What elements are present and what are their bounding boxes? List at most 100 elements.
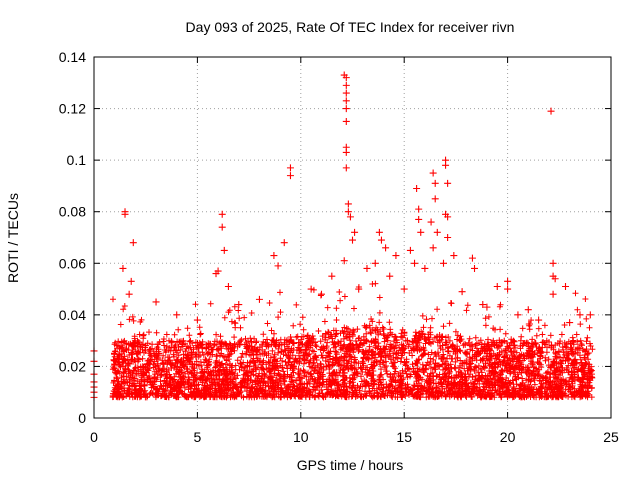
data-point [444,213,452,221]
y-tick-label: 0.12 [59,101,86,117]
data-point [504,285,512,293]
data-point [442,161,450,169]
data-point [392,252,400,260]
data-point [549,290,557,298]
data-point [218,223,226,231]
y-tick-label: 0.02 [59,358,86,374]
data-point [386,272,394,280]
data-point [429,244,437,252]
y-axis-title: ROTI / TECUs [5,193,21,283]
x-tick-label: 15 [396,429,412,445]
data-point [342,117,350,125]
axis-ticks: 0 5 10 15 20 25 0 0.02 0.04 0.06 0.08 0.1 0.12 0.14 [59,49,619,445]
data-point [129,239,137,247]
plot-frame [93,56,612,419]
data-point [127,277,135,285]
data-point [415,205,423,213]
data-point [121,210,129,218]
data-point [415,215,423,223]
data-point [212,270,220,278]
y-tick-label: 0.06 [59,255,86,271]
data-point [355,285,363,293]
y-tick-label: 0.04 [59,307,86,323]
data-point [218,210,226,218]
data-point [328,272,336,280]
y-tick-label: 0 [78,410,86,426]
data-band [109,280,596,401]
data-point [363,264,371,272]
data-point [411,259,419,267]
data-point [429,169,437,177]
data-point [504,277,512,285]
data-point [342,81,350,89]
data-point [586,311,594,319]
data-point [119,264,127,272]
data-point [224,282,232,290]
x-tick-label: 0 [90,429,98,445]
data-point [471,264,479,272]
data-point [450,252,458,260]
data-point [468,254,476,262]
data-point [427,218,435,226]
data-point [439,259,447,267]
data-point [406,246,414,254]
data-point [342,148,350,156]
data-point [193,316,201,324]
data-point [349,236,356,244]
data-point [433,228,441,236]
data-point [280,239,288,247]
data-point [344,200,352,208]
data-point [421,264,429,272]
data-point [286,164,294,172]
data-point [255,295,263,303]
data-point [342,105,350,113]
data-point [342,89,350,97]
data-point [547,107,555,115]
data-point [514,311,522,319]
data-point [562,282,570,290]
data-point [458,288,466,296]
data-point [307,285,315,293]
data-point [375,228,383,236]
data-point [551,275,559,283]
data-point [535,316,543,324]
data-point [125,290,133,298]
data-point [270,252,278,260]
x-tick-label: 5 [194,429,202,445]
data-point [444,234,452,241]
data-point [340,257,348,265]
data-point [493,282,501,290]
data-point [444,179,452,187]
x-tick-label: 10 [293,429,309,445]
data-point [417,228,425,236]
data-point [173,311,181,319]
data-point [274,262,282,270]
data-point [351,228,359,236]
x-tick-label: 25 [603,429,619,445]
data-point [342,74,350,82]
data-point [549,259,557,267]
y-tick-label: 0.14 [59,49,86,65]
x-axis-title: GPS time / hours [297,457,404,473]
data-point [152,298,160,306]
data-point [400,285,408,293]
data-point [235,301,243,309]
data-point [377,236,385,244]
y-tick-label: 0.1 [67,152,87,168]
data-point [344,208,352,216]
data-point [342,97,350,105]
data-point [317,290,325,298]
data-point [286,172,294,180]
chart-title: Day 093 of 2025, Rate Of TEC Index for r… [186,19,515,35]
data-point [524,306,532,314]
data-point [220,246,228,254]
data-point [342,164,350,172]
data-point [431,179,439,187]
data-point [479,301,487,309]
data-point [371,259,379,267]
data-point [431,195,439,203]
data-point [483,303,491,311]
